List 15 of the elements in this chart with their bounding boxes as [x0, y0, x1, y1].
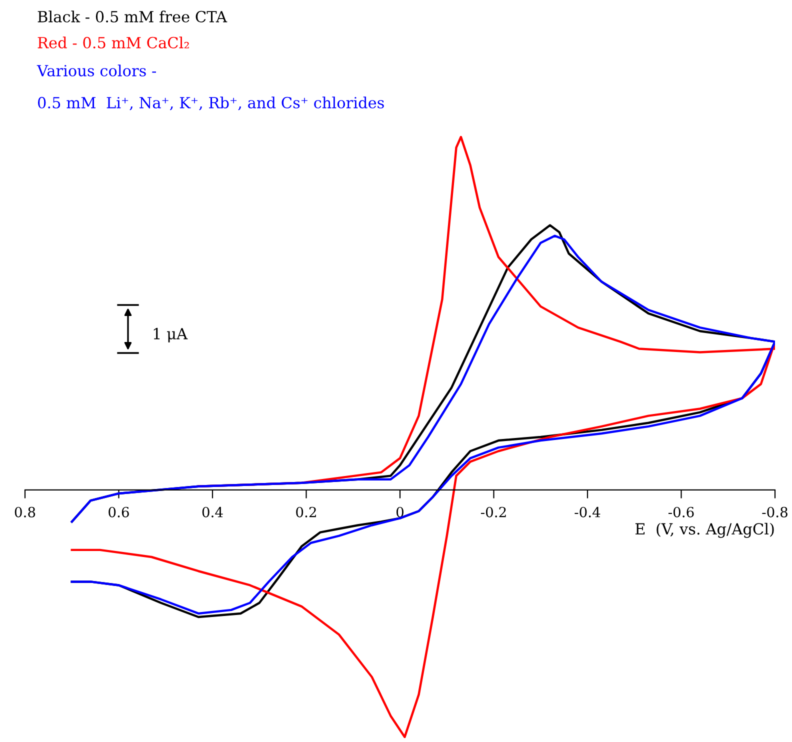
annotation: 1 μA — [154, 328, 188, 342]
text: Red - 0.5 mM CaCl₂ — [38, 36, 189, 48]
x-tick-label: 0.8 — [14, 506, 36, 518]
x-tick-label: -0.4 — [574, 506, 600, 518]
text: 0.5 mM Li⁺, Na⁺, K⁺, Rb⁺, and Cs⁺ chlorides — [38, 96, 384, 110]
x-tick-label: -0.2 — [480, 506, 506, 518]
x-tick-label: 0.2 — [296, 506, 316, 518]
x-tick-label: 0.4 — [202, 506, 223, 518]
text: Black - 0.5 mM free CTA — [38, 10, 228, 22]
x-axis-title: E (V, vs. Ag/AgCl) — [635, 522, 774, 538]
x-tick-label: -0.8 — [762, 506, 788, 518]
x-tick-label: 0.6 — [108, 506, 129, 518]
x-tick-label: 0 — [396, 506, 404, 518]
text: Various colors - — [36, 64, 156, 76]
x-tick-label: -0.6 — [668, 506, 694, 518]
